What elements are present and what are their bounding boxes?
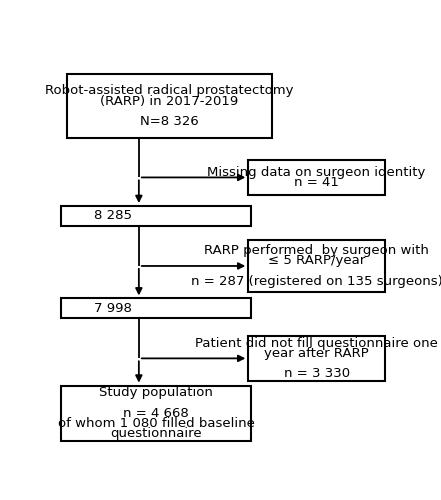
Text: 8 285: 8 285 <box>94 210 132 222</box>
Text: ≤ 5 RARP/year: ≤ 5 RARP/year <box>268 254 365 268</box>
Text: Robot-assisted radical prostatectomy: Robot-assisted radical prostatectomy <box>45 84 294 98</box>
Text: (RARP) in 2017-2019: (RARP) in 2017-2019 <box>101 94 239 108</box>
Text: n = 3 330: n = 3 330 <box>284 367 350 380</box>
Text: 7 998: 7 998 <box>94 302 132 315</box>
FancyBboxPatch shape <box>61 298 251 318</box>
Text: n = 287 (registered on 135 surgeons): n = 287 (registered on 135 surgeons) <box>191 275 441 288</box>
Text: n = 41: n = 41 <box>294 176 339 189</box>
Text: of whom 1 080 filled baseline: of whom 1 080 filled baseline <box>57 417 254 430</box>
Text: Study population: Study population <box>99 386 213 400</box>
Text: n = 4 668: n = 4 668 <box>123 407 189 420</box>
Text: RARP performed  by surgeon with: RARP performed by surgeon with <box>204 244 429 257</box>
Text: year after RARP: year after RARP <box>264 347 369 360</box>
FancyBboxPatch shape <box>248 240 385 292</box>
FancyBboxPatch shape <box>248 160 385 195</box>
FancyBboxPatch shape <box>67 74 272 138</box>
Text: N=8 326: N=8 326 <box>140 115 199 128</box>
Text: questionnaire: questionnaire <box>110 428 202 440</box>
Text: Missing data on surgeon identity: Missing data on surgeon identity <box>207 166 426 179</box>
Text: Patient did not fill questionnaire one: Patient did not fill questionnaire one <box>195 336 438 349</box>
FancyBboxPatch shape <box>248 336 385 380</box>
FancyBboxPatch shape <box>61 386 251 442</box>
FancyBboxPatch shape <box>61 206 251 226</box>
